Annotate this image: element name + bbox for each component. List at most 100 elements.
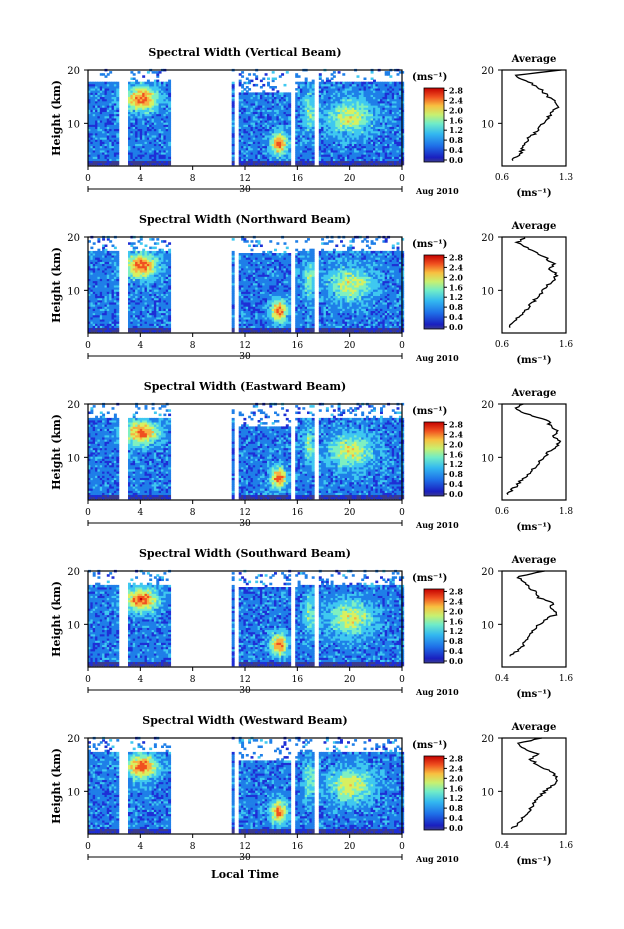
heatmap-cell: [363, 152, 367, 155]
heatmap-cell: [132, 248, 136, 252]
heatmap-cell: [288, 137, 292, 140]
heatmap-cell: [113, 302, 117, 305]
heatmap-cell: [156, 308, 160, 312]
heatmap-cell: [325, 111, 329, 115]
heatmap-cell: [132, 90, 136, 93]
heatmap-cell: [95, 306, 99, 309]
heatmap-cell: [347, 115, 350, 119]
heatmap-cell: [269, 92, 273, 95]
heatmap-cell: [380, 105, 383, 108]
heatmap-cell: [255, 150, 259, 153]
heatmap-cell: [387, 100, 391, 104]
heatmap-cell: [318, 118, 322, 121]
heatmap-cell: [389, 139, 393, 142]
heatmap-cell: [109, 158, 113, 162]
heatmap-cell: [335, 100, 339, 104]
heatmap-cell: [259, 111, 263, 115]
heatmap-cell: [394, 105, 398, 108]
heatmap-cell: [130, 90, 134, 93]
heatmap-cell: [149, 325, 153, 329]
heatmap-cell: [88, 270, 91, 273]
heatmap-cell: [156, 267, 160, 271]
heatmap-cell: [109, 128, 113, 132]
heatmap-cell: [309, 98, 313, 102]
heatmap-cell: [337, 90, 341, 93]
heatmap-cell: [113, 250, 117, 254]
heatmap-cell: [139, 115, 143, 119]
heatmap-cell: [325, 156, 329, 159]
heatmap-cell: [394, 145, 398, 149]
heatmap-cell: [382, 81, 386, 85]
heatmap-cell: [106, 90, 110, 93]
heatmap-cell: [144, 310, 148, 314]
heatmap-cell: [90, 323, 94, 326]
heatmap-cell: [354, 143, 358, 147]
heatmap-cell: [328, 115, 332, 119]
heatmap-cell: [387, 94, 391, 98]
heatmap-cell: [318, 158, 322, 162]
heatmap-cell: [365, 109, 369, 113]
heatmap-cell: [92, 135, 96, 138]
heatmap-cell: [231, 118, 235, 121]
heatmap-cell: [158, 276, 162, 280]
heatmap-cell: [295, 105, 299, 108]
heatmap-cell: [95, 261, 99, 265]
heatmap-cell: [151, 96, 155, 100]
heatmap-cell: [344, 135, 348, 138]
heatmap-cell: [156, 282, 160, 286]
heatmap-cell: [373, 98, 376, 102]
heatmap-cell: [323, 98, 327, 102]
heatmap-cell: [248, 118, 252, 121]
heatmap-cell: [321, 90, 325, 93]
heatmap-cell: [116, 312, 120, 316]
heatmap-cell: [363, 132, 367, 136]
heatmap-cell: [146, 306, 150, 309]
heatmap-cell: [99, 160, 103, 164]
heatmap-cell: [238, 156, 242, 159]
heatmap-cell: [361, 147, 365, 151]
heatmap-cell: [137, 240, 141, 243]
heatmap-cell: [307, 103, 310, 106]
heatmap-cell: [168, 92, 172, 95]
heatmap-cell: [153, 118, 157, 121]
heatmap-cell: [111, 280, 115, 284]
heatmap-cell: [311, 92, 315, 95]
heatmap-cell: [97, 287, 101, 290]
heatmap-cell: [349, 132, 353, 136]
heatmap-cell: [135, 327, 139, 331]
heatmap-cell: [116, 152, 120, 155]
heatmap-cell: [109, 310, 113, 314]
heatmap-cell: [90, 156, 94, 159]
heatmap-cell: [351, 124, 355, 127]
heatmap-cell: [149, 282, 153, 286]
heatmap-cell: [243, 135, 247, 138]
heatmap-cell: [318, 96, 322, 100]
heatmap-cell: [158, 150, 162, 153]
heatmap-cell: [161, 94, 164, 98]
heatmap-cell: [156, 259, 160, 262]
heatmap-cell: [295, 150, 299, 153]
heatmap-cell: [401, 90, 405, 93]
heatmap-cell: [111, 312, 115, 316]
heatmap-cell: [252, 98, 256, 102]
heatmap-cell: [321, 111, 325, 115]
heatmap-cell: [248, 92, 252, 95]
heatmap-cell: [116, 103, 120, 106]
heatmap-cell: [297, 75, 301, 78]
heatmap-cell: [335, 145, 339, 149]
heatmap-cell: [325, 137, 329, 140]
heatmap-cell: [245, 162, 249, 166]
heatmap-cell: [130, 267, 134, 271]
heatmap-cell: [304, 132, 308, 136]
heatmap-cell: [161, 325, 164, 329]
heatmap-cell: [358, 115, 362, 119]
heatmap-cell: [335, 137, 339, 140]
heatmap-cell: [102, 109, 106, 113]
heatmap-cell: [137, 285, 141, 288]
heatmap-cell: [156, 105, 160, 108]
heatmap-cell: [389, 147, 393, 151]
heatmap-cell: [137, 147, 141, 151]
heatmap-cell: [307, 154, 310, 157]
heatmap-cell: [250, 100, 254, 104]
heatmap-cell: [321, 118, 325, 121]
